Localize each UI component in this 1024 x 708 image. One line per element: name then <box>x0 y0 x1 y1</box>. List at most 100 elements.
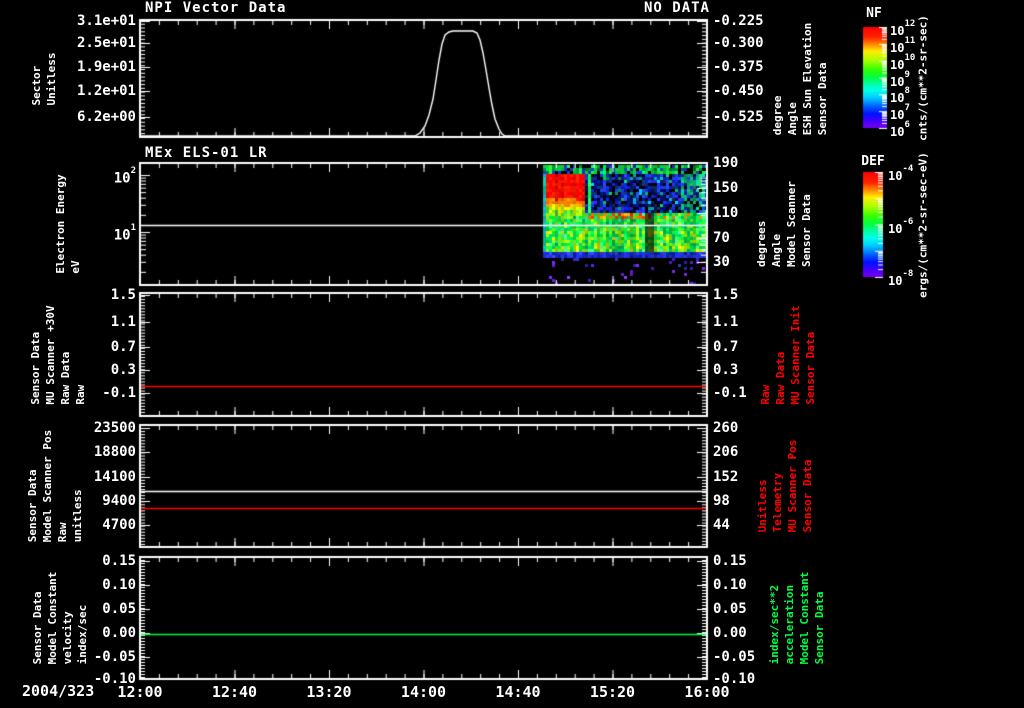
colorbar-tick-label: 10-8 <box>888 269 914 288</box>
left-axis-title: Sensor Data MU Scanner +30V Raw Data Raw <box>29 305 87 404</box>
y-tick-label-right: 206 <box>713 444 739 460</box>
axis-title-line: Model Scanner <box>785 180 798 268</box>
axis-title-line: acceleration <box>783 584 796 665</box>
axis-title-line: Sensor Data <box>813 591 826 665</box>
colorbar-def-title: DEF <box>861 154 885 169</box>
axis-title-line: Sector <box>30 65 43 105</box>
y-tick-label-left: -0.1 <box>102 385 136 401</box>
y-tick-label-right: 190 <box>713 155 739 171</box>
y-tick-label-right: 0.3 <box>713 362 739 378</box>
y-tick-label-right: -0.525 <box>713 109 764 125</box>
x-tick-label: 12:40 <box>211 683 258 701</box>
x-axis-date-label: 2004/323 <box>22 682 95 700</box>
colorbar-tick-label: 109 <box>890 69 910 89</box>
colorbar-tick-label: 1012 <box>890 19 916 38</box>
axis-title-line: Raw Data <box>774 351 787 405</box>
axis-title-line: unitless <box>71 489 84 543</box>
axis-title-line: Sensor Data <box>29 331 42 405</box>
y-tick-label-left: 1.9e+01 <box>76 59 136 75</box>
axis-title-line: Angle <box>786 101 799 135</box>
axis-title-line: Raw <box>759 384 772 405</box>
left-axis-title: Electron Energy eV <box>54 174 82 273</box>
axis-title-line: Telemetry <box>771 472 784 533</box>
axis-title-line: ergs/(cm**2-sr-sec-eV) <box>916 151 930 298</box>
y-tick-label-right: 110 <box>713 205 739 221</box>
y-tick-label-right: 150 <box>713 180 739 196</box>
x-tick-label: 16:00 <box>684 683 730 701</box>
left-axis-title: Sector Unitless <box>30 52 58 105</box>
y-tick-label-left: 101 <box>113 223 136 244</box>
panel2-title: MEx ELS-01 LR <box>145 145 268 161</box>
x-tick-label: 13:20 <box>306 683 352 701</box>
y-tick-label-right: 0.05 <box>713 601 747 617</box>
y-tick-label-right: -0.1 <box>713 385 747 401</box>
axis-title-line: Sensor Data <box>816 61 829 135</box>
y-tick-label-right: 30 <box>713 254 730 270</box>
y-tick-label-left: 1.1 <box>110 314 136 330</box>
axis-title-line: Unitless <box>45 52 58 105</box>
colorbar-tick-label: 1011 <box>890 35 916 55</box>
y-tick-label-right: -0.300 <box>713 35 764 51</box>
y-tick-label-right: -0.450 <box>713 83 764 99</box>
axis-title-line: Model Constant <box>798 571 811 665</box>
axis-title-line: Raw <box>74 384 87 405</box>
y-tick-label-right: 0.15 <box>713 553 747 569</box>
y-tick-label-left: 0.00 <box>102 625 136 641</box>
colorbar-tick-label: 106 <box>890 120 910 139</box>
axis-title-line: Model Constant <box>46 571 59 665</box>
axis-title-line: degree <box>771 95 784 135</box>
y-tick-label-left: 23500 <box>93 420 136 436</box>
axis-title-line: Sensor Data <box>26 469 39 543</box>
y-tick-label-right: -0.375 <box>713 59 764 75</box>
y-tick-label-left: -0.05 <box>93 649 136 665</box>
right-axis-title: Sensor Data MU Scanner Pos Telemetry Unitle… <box>756 440 814 533</box>
axis-title-line: degrees <box>755 220 768 268</box>
colorbar-units-label: cnts/(cm**2-sr-sec) <box>917 15 930 141</box>
axis-title-line: ESH Sun Elevation <box>801 22 814 135</box>
axis-title-line: Raw Data <box>59 351 72 405</box>
y-tick-label-right: 260 <box>713 420 739 436</box>
x-tick-label: 14:40 <box>495 683 541 701</box>
axis-title-line: Sensor Data <box>800 194 813 268</box>
axis-title-line: MU Scanner Pos <box>786 439 799 533</box>
y-tick-label-right: 0.00 <box>713 625 747 641</box>
colorbar-tick-label: 10-6 <box>888 216 914 236</box>
colorbar-tick-label: 107 <box>890 103 910 123</box>
colorbar-tick-label: 10-4 <box>888 164 914 183</box>
panel1-title: NPI Vector Data <box>145 0 287 16</box>
y-tick-label-left: 3.1e+01 <box>76 13 136 29</box>
y-tick-label-left: 18800 <box>93 444 136 460</box>
y-tick-label-right: -0.10 <box>713 671 756 687</box>
axis-title-line: MU Scanner +30V <box>44 304 57 405</box>
y-tick-label-left: 4700 <box>102 517 136 533</box>
y-tick-label-right: -0.05 <box>713 649 756 665</box>
y-tick-label-right: 0.7 <box>713 339 739 355</box>
axis-title-line: cnts/(cm**2-sr-sec) <box>916 14 930 141</box>
no-data-status: NO DATA <box>643 0 710 16</box>
axis-title-line: Sensor Data <box>801 459 814 533</box>
colorbar-units-label: ergs/(cm**2-sr-sec-eV) <box>917 152 930 298</box>
right-axis-title: Sensor Data ESH Sun Elevation Angle degree <box>771 22 829 135</box>
axis-title-line: velocity <box>61 611 74 665</box>
y-tick-label-left: 1.2e+01 <box>76 83 136 99</box>
y-tick-label-left: 14100 <box>93 469 136 485</box>
colorbar-tick-label: 1010 <box>890 52 916 72</box>
x-tick-label: 14:00 <box>400 683 447 701</box>
y-tick-label-left: 2.5e+01 <box>76 35 136 51</box>
right-axis-title: Sensor Data Model Scanner Angle degrees <box>755 181 813 267</box>
axis-title-line: index/sec <box>76 604 89 665</box>
y-tick-label-right: 0.10 <box>713 577 747 593</box>
axis-title-line: Sensor Data <box>804 331 817 405</box>
y-tick-label-right: 44 <box>713 517 730 533</box>
y-tick-label-right: 98 <box>713 493 730 509</box>
left-axis-title: Sensor Data Model Constant velocity index/s… <box>31 572 89 665</box>
y-tick-label-right: 1.1 <box>713 314 739 330</box>
y-tick-label-left: 0.10 <box>102 577 136 593</box>
y-tick-label-right: 70 <box>713 230 730 246</box>
y-tick-label-left: 0.05 <box>102 601 136 617</box>
x-tick-label: 15:20 <box>589 683 636 701</box>
y-tick-label-left: -0.10 <box>93 671 136 687</box>
